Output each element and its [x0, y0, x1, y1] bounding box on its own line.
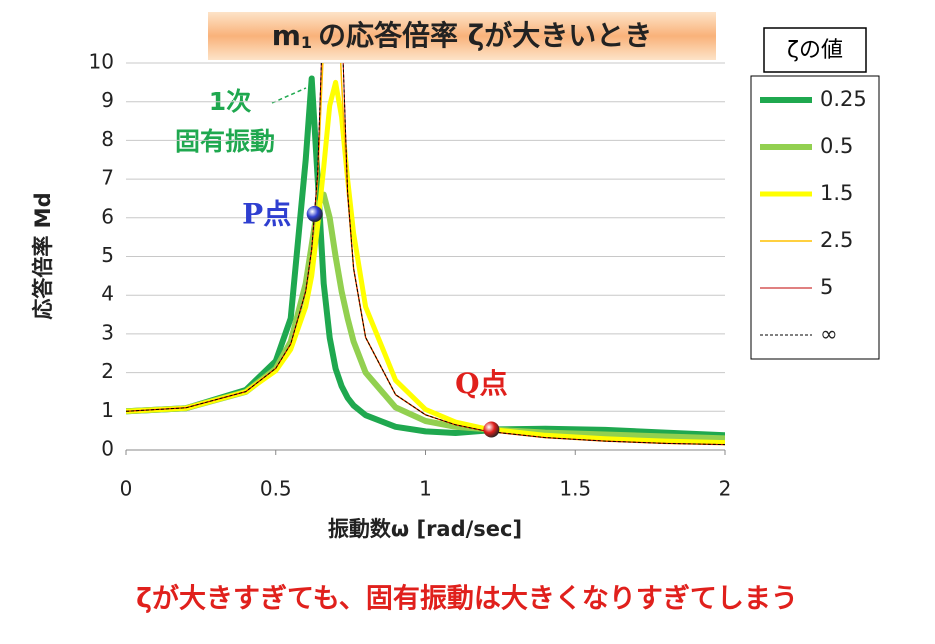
fixed-point [306, 205, 323, 222]
fixed-point [483, 421, 500, 438]
legend-label: 0.5 [820, 134, 853, 158]
point-label: Q点 [455, 367, 507, 400]
chart-title: m1 の応答倍率 ζが大きいとき [272, 19, 653, 52]
y-tick-label: 7 [101, 166, 114, 190]
y-tick-label: 8 [101, 127, 114, 151]
y-axis-label: 応答倍率 Md [31, 192, 55, 319]
x-tick-label: 1 [419, 477, 432, 501]
legend-box [750, 75, 880, 360]
title-box [208, 12, 716, 60]
y-tick-label: 0 [101, 437, 114, 461]
y-tick-label: 10 [89, 50, 114, 74]
series-line [126, 63, 725, 446]
legend-label: 0.25 [820, 87, 867, 111]
y-tick-label: 9 [101, 88, 114, 112]
series-line [126, 63, 725, 446]
series-group [126, 63, 725, 446]
series-line [126, 63, 725, 446]
plot-area [125, 62, 726, 455]
x-tick-label: 2 [719, 477, 732, 501]
x-tick-label: 0.5 [260, 477, 292, 501]
x-tick-label: 1.5 [559, 477, 591, 501]
title-rest: の応答倍率 ζが大きいとき [318, 19, 652, 52]
point-label: P点 [242, 197, 291, 230]
legend-title: ζの値 [787, 38, 843, 63]
y-tick-label: 3 [101, 320, 114, 344]
x-axis-label: 振動数ω [rad/sec] [328, 517, 522, 541]
x-tick-label: 0 [120, 477, 133, 501]
mode-label: 固有振動 [175, 127, 275, 156]
legend-label: ∞ [820, 322, 838, 346]
leader-line [271, 87, 307, 104]
legend-label: 2.5 [820, 228, 853, 252]
y-tick-label: 1 [101, 398, 114, 422]
caption: ζが大きすぎても、固有振動は大きくなりすぎてしまう [136, 583, 798, 615]
y-tick-label: 6 [101, 204, 114, 228]
title-sub: 1 [301, 33, 312, 52]
title-main: m [272, 19, 301, 52]
legend-label: 5 [820, 275, 833, 299]
legend-label: 1.5 [820, 181, 853, 205]
y-tick-label: 2 [101, 359, 114, 383]
legend-title-box [763, 27, 867, 73]
y-tick-label: 4 [101, 282, 114, 306]
y-tick-label: 5 [101, 243, 114, 267]
